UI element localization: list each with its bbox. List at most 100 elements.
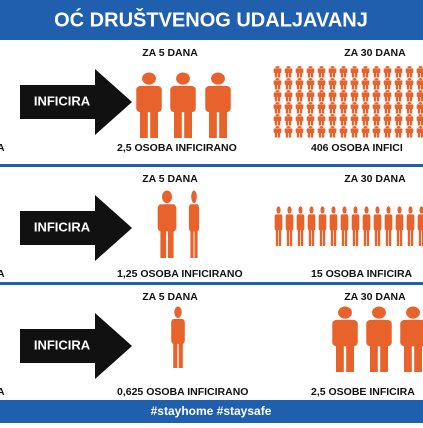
person-icon <box>295 126 304 138</box>
person-icon <box>372 78 381 90</box>
person-icon <box>306 126 315 138</box>
person-icon <box>394 78 403 90</box>
person-icon <box>384 206 393 246</box>
arrow-label: INFICIRA <box>34 93 91 108</box>
right-label: 406 OSOBA INFICI <box>311 142 403 154</box>
person-icon <box>317 114 326 126</box>
person-icon <box>362 206 371 246</box>
header-bar <box>0 0 423 40</box>
day-heading: ZA 5 DANA <box>142 173 198 185</box>
person-icon <box>306 102 315 114</box>
person-icon <box>306 78 315 90</box>
person-icon <box>205 72 231 138</box>
person-icon <box>361 66 370 78</box>
person-icon <box>329 206 338 246</box>
person-icon <box>317 102 326 114</box>
day-heading: ZA 5 DANA <box>142 291 198 303</box>
day-heading: ZA 30 DANA <box>344 173 406 185</box>
person-icon <box>274 206 283 246</box>
person-icon <box>306 66 315 78</box>
person-icon <box>317 126 326 138</box>
person-icon <box>395 206 404 246</box>
person-icon <box>361 90 370 102</box>
arrow-label: INFICIRA <box>34 219 91 234</box>
person-icon <box>157 190 177 258</box>
person-icon <box>394 126 403 138</box>
person-icon <box>383 126 392 138</box>
left-label: A <box>0 142 5 154</box>
person-icon <box>350 126 359 138</box>
person-icon <box>406 206 415 246</box>
person-icon <box>350 114 359 126</box>
left-label: A <box>0 386 5 398</box>
day-heading: ZA 5 DANA <box>142 47 198 59</box>
person-icon <box>328 114 337 126</box>
person-icon <box>284 102 293 114</box>
person-icon <box>273 102 282 114</box>
person-icon <box>284 78 293 90</box>
person-icon <box>361 114 370 126</box>
person-icon <box>394 66 403 78</box>
person-icon <box>373 206 382 246</box>
person-icon <box>273 114 282 126</box>
person-icon <box>405 126 414 138</box>
person-icon <box>350 102 359 114</box>
person-icon <box>416 78 423 90</box>
person-icon <box>400 306 423 372</box>
person-icon <box>372 66 381 78</box>
right-label: 2,5 OSOBE INFICIRA <box>311 386 415 398</box>
person-icon <box>295 78 304 90</box>
person-icon <box>171 306 185 368</box>
person-icon <box>383 78 392 90</box>
person-icon <box>328 66 337 78</box>
person-icon <box>306 90 315 102</box>
arrow <box>20 69 132 135</box>
title: OĆ DRUŠTVENOG UDALJAVANJ <box>54 7 368 31</box>
person-icon <box>328 90 337 102</box>
person-icon <box>372 102 381 114</box>
person-icon <box>284 90 293 102</box>
person-icon <box>317 66 326 78</box>
person-icon <box>361 78 370 90</box>
person-icon <box>295 90 304 102</box>
person-icon <box>361 102 370 114</box>
arrow-label: INFICIRA <box>34 337 91 352</box>
person-icon <box>317 90 326 102</box>
person-icon <box>372 114 381 126</box>
person-icon <box>351 206 360 246</box>
person-icon <box>394 90 403 102</box>
person-icon <box>383 102 392 114</box>
person-icon <box>416 126 423 138</box>
person-icon <box>366 306 392 372</box>
person-icon <box>295 66 304 78</box>
person-icon <box>361 126 370 138</box>
person-icon <box>273 66 282 78</box>
person-icon <box>405 114 414 126</box>
person-icon <box>350 90 359 102</box>
person-icon <box>307 206 316 246</box>
person-icon <box>188 190 200 258</box>
person-icon <box>284 114 293 126</box>
person-icon <box>383 114 392 126</box>
person-icon <box>339 114 348 126</box>
person-icon <box>416 114 423 126</box>
person-icon <box>405 102 414 114</box>
separator <box>0 164 423 167</box>
day-heading: ZA 30 DANA <box>344 47 406 59</box>
person-icon <box>340 206 349 246</box>
person-icon <box>372 90 381 102</box>
person-icon <box>285 206 294 246</box>
person-icon <box>295 114 304 126</box>
person-icon <box>273 90 282 102</box>
person-icon <box>350 66 359 78</box>
person-icon <box>136 72 162 138</box>
arrow <box>20 195 132 261</box>
person-icon <box>284 126 293 138</box>
person-icon <box>339 102 348 114</box>
footer-text: #stayhome #staysafe <box>151 404 272 418</box>
person-icon <box>339 78 348 90</box>
person-icon <box>328 102 337 114</box>
person-icon <box>306 114 315 126</box>
mid-label: 0,625 OSOBA INFICIRANO <box>117 386 248 398</box>
person-icon <box>394 102 403 114</box>
